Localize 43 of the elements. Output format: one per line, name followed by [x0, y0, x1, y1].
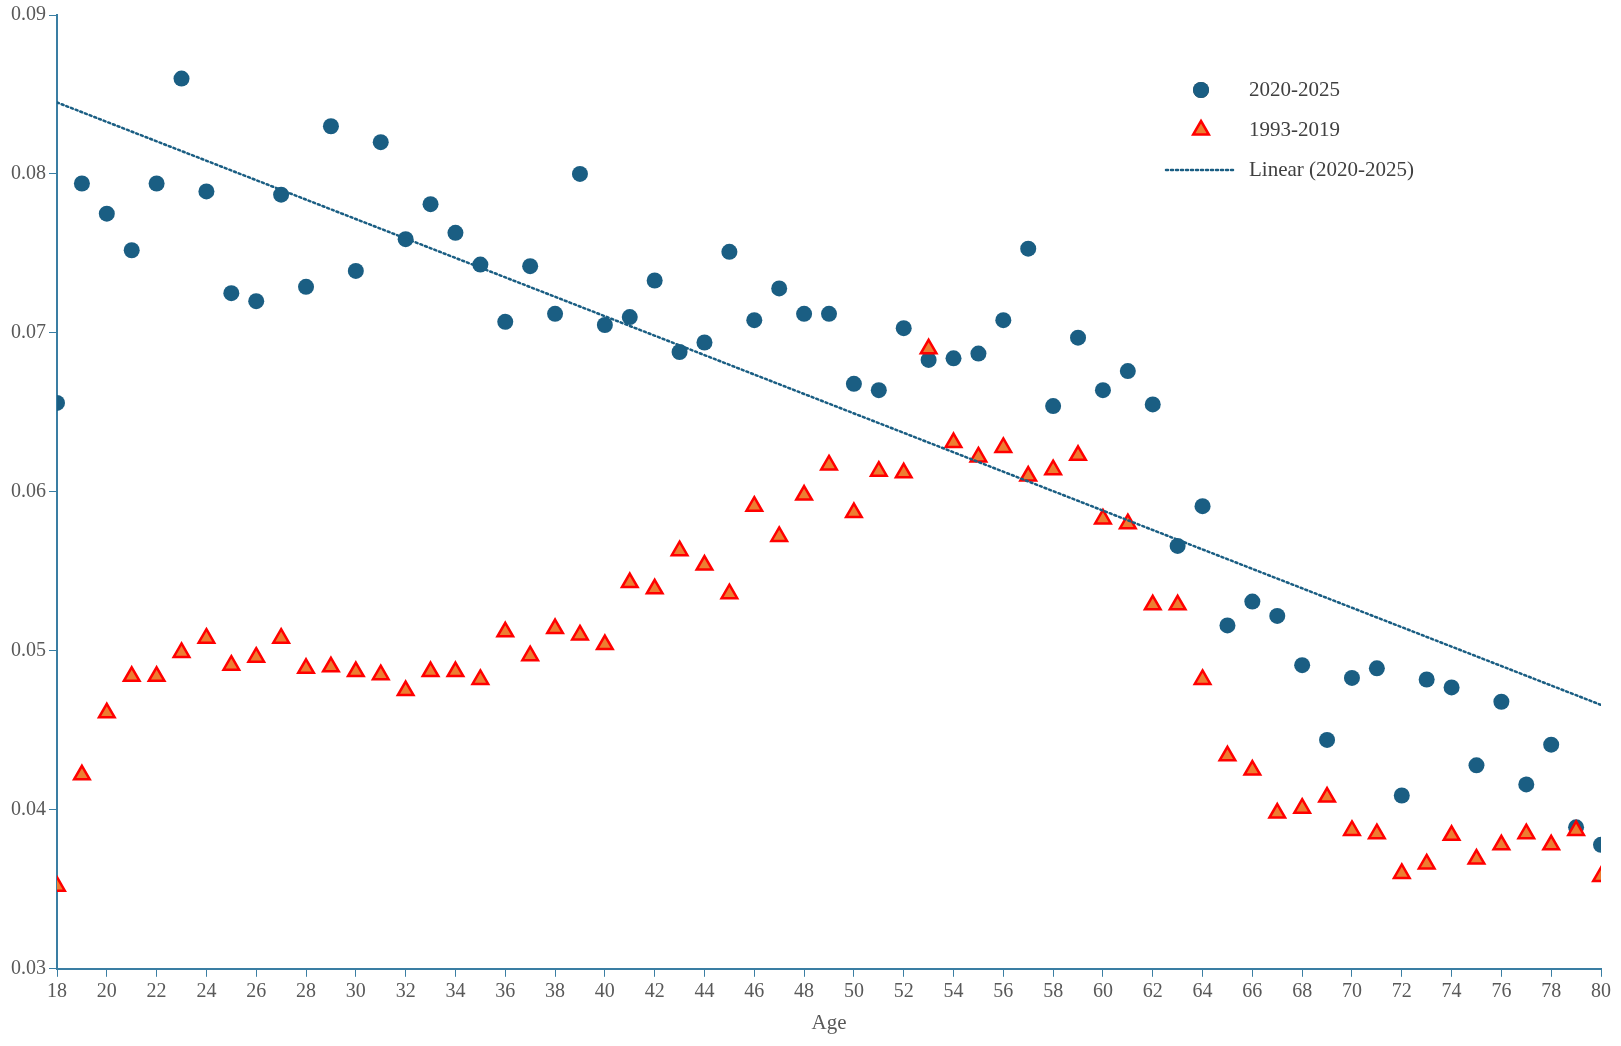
x-tick-label: 44: [694, 979, 715, 1002]
x-tick-label: 80: [1591, 979, 1611, 1002]
x-tick-label: 70: [1341, 979, 1362, 1002]
x-tick-label: 62: [1142, 979, 1163, 1002]
y-tick-label: 0.03: [11, 956, 46, 979]
x-tick-label: 50: [843, 979, 864, 1002]
x-tick-label: 54: [943, 979, 964, 1002]
y-tick-label: 0.09: [11, 2, 46, 25]
x-tick-label: 60: [1092, 979, 1113, 1002]
x-tick-label: 48: [794, 979, 815, 1002]
legend-label: Linear (2020-2025): [1249, 156, 1415, 181]
x-tick-label: 76: [1491, 979, 1512, 1002]
y-tick-label: 0.08: [11, 161, 46, 184]
y-tick-label: 0.04: [11, 797, 46, 820]
x-tick-label: 34: [445, 979, 466, 1002]
x-tick-label: 26: [246, 979, 267, 1002]
x-tick-label: 32: [395, 979, 416, 1002]
x-tick-label: 74: [1441, 979, 1462, 1002]
x-tick-label: 66: [1242, 979, 1263, 1002]
x-tick-label: 30: [345, 979, 366, 1002]
x-tick-label: 38: [545, 979, 566, 1002]
x-tick-label: 56: [993, 979, 1014, 1002]
y-tick-label: 0.07: [11, 320, 46, 343]
legend-label: 1993-2019: [1249, 116, 1340, 141]
x-tick-label: 64: [1192, 979, 1213, 1002]
y-tick-label: 0.05: [11, 638, 46, 661]
x-tick-label: 58: [1043, 979, 1064, 1002]
x-axis-title: Age: [811, 1009, 847, 1034]
x-tick-label: 36: [495, 979, 516, 1002]
x-tick-label: 22: [146, 979, 167, 1002]
x-tick-label: 18: [47, 979, 67, 1002]
x-tick-label: 52: [893, 979, 914, 1002]
x-tick-label: 72: [1391, 979, 1412, 1002]
x-tick-label: 28: [296, 979, 317, 1002]
x-tick-label: 40: [594, 979, 615, 1002]
x-tick-label: 24: [196, 979, 217, 1002]
x-tick-label: 78: [1541, 979, 1562, 1002]
x-tick-label: 68: [1292, 979, 1313, 1002]
legend-label: 2020-2025: [1249, 76, 1340, 101]
x-tick-label: 46: [744, 979, 765, 1002]
y-tick-label: 0.06: [11, 479, 46, 502]
x-tick-label: 42: [644, 979, 665, 1002]
x-tick-label: 20: [96, 979, 117, 1002]
